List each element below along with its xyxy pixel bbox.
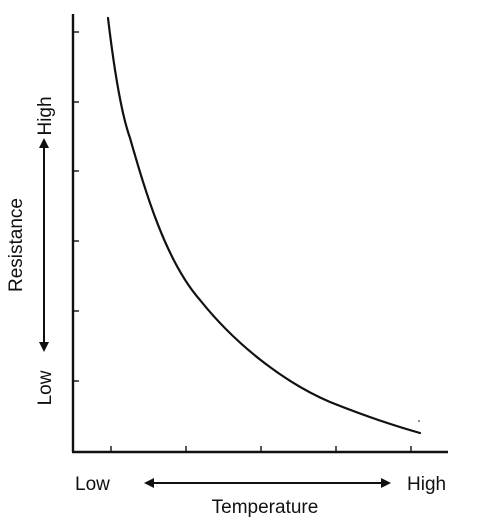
speck-mark — [418, 420, 420, 422]
x-axis-label: Temperature — [212, 497, 319, 518]
x-axis-ticks — [110, 446, 412, 452]
y-tick-label-low: Low — [35, 370, 56, 405]
resistance-curve — [106, 16, 422, 435]
y-axis-label: Resistance — [6, 198, 27, 292]
x-tick-label-high: High — [407, 474, 446, 495]
y-axis-ticks — [73, 31, 79, 382]
y-tick-label-high: High — [35, 96, 56, 135]
x-tick-label-low: Low — [75, 474, 110, 495]
